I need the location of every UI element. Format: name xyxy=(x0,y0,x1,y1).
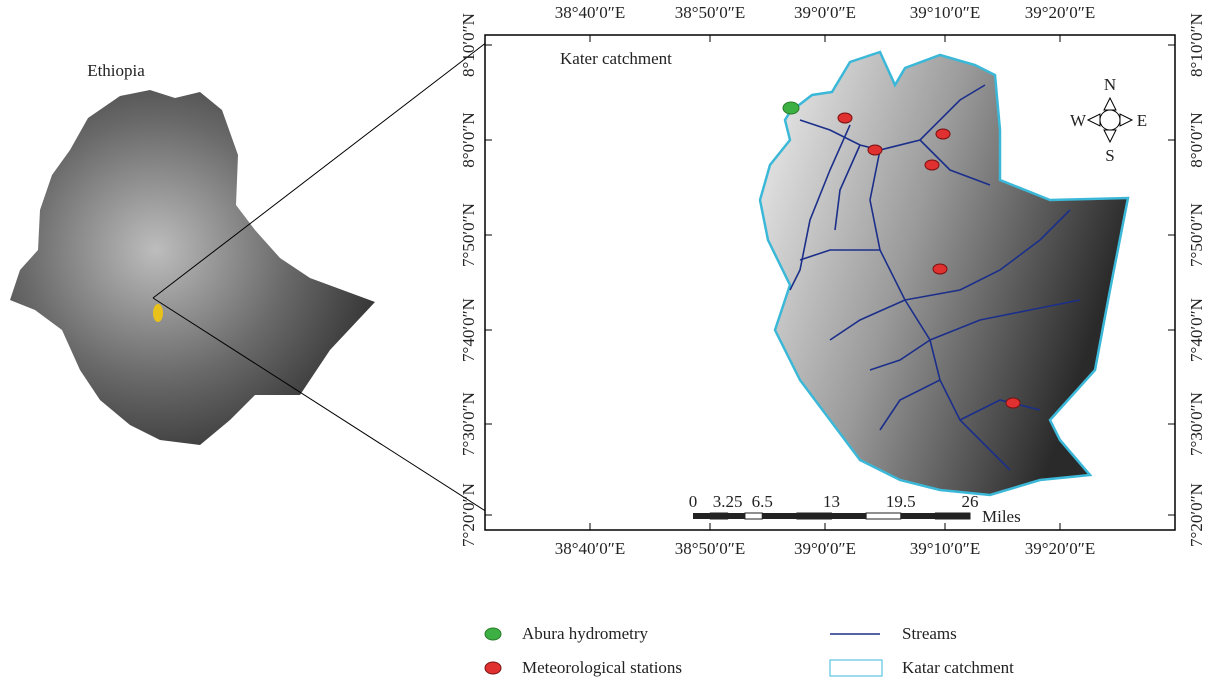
scale-label: 26 xyxy=(962,492,979,511)
legend-label: Katar catchment xyxy=(902,658,1014,677)
lon-label: 39°10′0″E xyxy=(910,3,980,22)
scale-segment xyxy=(935,513,970,519)
inset-title: Ethiopia xyxy=(87,61,145,80)
lat-label: 7°40′0″N xyxy=(459,298,478,362)
figure: Ethiopia Kater catchment N S W E 0 3.25 6.… xyxy=(0,0,1213,684)
lon-label: 38°40′0″E xyxy=(555,3,625,22)
scale-segment xyxy=(710,513,727,519)
legend-symbol xyxy=(485,628,501,640)
compass-n: N xyxy=(1104,75,1116,94)
lat-label: 7°30′0″N xyxy=(459,392,478,456)
scale-label: 13 xyxy=(823,492,840,511)
scale-segment xyxy=(693,513,710,519)
scale-unit: Miles xyxy=(982,507,1021,526)
lat-label: 8°0′0″N xyxy=(1187,112,1206,167)
map-title: Kater catchment xyxy=(560,49,672,68)
lon-label: 39°0′0″E xyxy=(794,3,856,22)
scale-label: 6.5 xyxy=(752,492,773,511)
scale-segment xyxy=(901,513,936,519)
lon-label: 38°50′0″E xyxy=(675,539,745,558)
hydrometry-station xyxy=(783,102,799,114)
lon-label: 39°10′0″E xyxy=(910,539,980,558)
lat-label: 7°30′0″N xyxy=(1187,392,1206,456)
lat-label: 7°50′0″N xyxy=(1187,203,1206,267)
lat-label: 8°10′0″N xyxy=(459,13,478,77)
scale-label: 19.5 xyxy=(886,492,916,511)
scale-label: 0 xyxy=(689,492,698,511)
legend-label: Meteorological stations xyxy=(522,658,682,677)
lat-label: 7°20′0″N xyxy=(459,483,478,547)
scale-segment xyxy=(866,513,901,519)
compass-s: S xyxy=(1105,146,1114,165)
lon-label: 39°0′0″E xyxy=(794,539,856,558)
compass-e: E xyxy=(1137,111,1147,130)
scale-segment xyxy=(797,513,832,519)
lat-label: 8°10′0″N xyxy=(1187,13,1206,77)
compass-w: W xyxy=(1070,111,1087,130)
lon-label: 39°20′0″E xyxy=(1025,539,1095,558)
lat-label: 7°50′0″N xyxy=(459,203,478,267)
scale-label: 3.25 xyxy=(713,492,743,511)
lon-label: 38°50′0″E xyxy=(675,3,745,22)
lon-label: 38°40′0″E xyxy=(555,539,625,558)
lat-label: 7°20′0″N xyxy=(1187,483,1206,547)
legend-symbol xyxy=(485,662,501,674)
legend-label: Streams xyxy=(902,624,957,643)
lat-label: 7°40′0″N xyxy=(1187,298,1206,362)
scale-segment xyxy=(832,513,867,519)
legend-label: Abura hydrometry xyxy=(522,624,649,643)
scale-segment xyxy=(728,513,745,519)
lon-label: 39°20′0″E xyxy=(1025,3,1095,22)
legend-symbol xyxy=(830,660,882,676)
lat-label: 8°0′0″N xyxy=(459,112,478,167)
catchment-locator xyxy=(153,304,163,322)
scale-segment xyxy=(762,513,797,519)
scale-segment xyxy=(745,513,762,519)
